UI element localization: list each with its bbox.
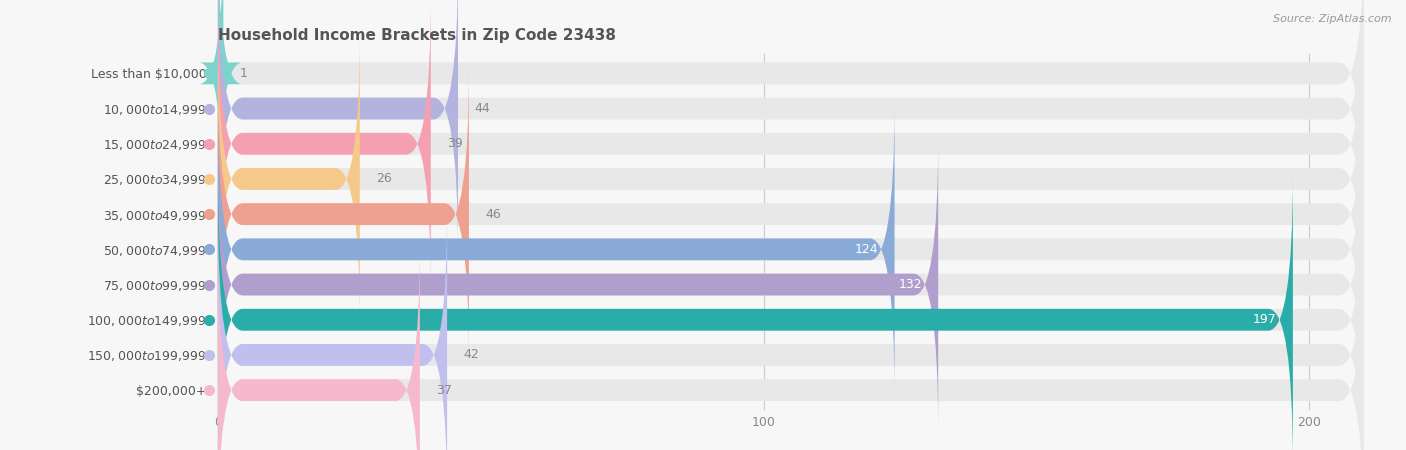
FancyBboxPatch shape <box>218 207 1364 450</box>
Text: 42: 42 <box>464 348 479 361</box>
FancyBboxPatch shape <box>218 172 1364 450</box>
FancyBboxPatch shape <box>218 0 458 256</box>
FancyBboxPatch shape <box>218 32 1364 326</box>
Text: Household Income Brackets in Zip Code 23438: Household Income Brackets in Zip Code 23… <box>218 28 616 43</box>
Text: 39: 39 <box>447 137 463 150</box>
FancyBboxPatch shape <box>218 0 430 291</box>
Text: 1: 1 <box>240 67 247 80</box>
FancyBboxPatch shape <box>198 0 242 221</box>
Text: 44: 44 <box>474 102 491 115</box>
FancyBboxPatch shape <box>218 243 1364 450</box>
FancyBboxPatch shape <box>218 137 1364 432</box>
Text: 46: 46 <box>485 207 501 220</box>
Text: 132: 132 <box>898 278 922 291</box>
Text: Source: ZipAtlas.com: Source: ZipAtlas.com <box>1274 14 1392 23</box>
FancyBboxPatch shape <box>218 207 447 450</box>
FancyBboxPatch shape <box>218 0 1364 256</box>
FancyBboxPatch shape <box>218 102 894 397</box>
FancyBboxPatch shape <box>218 102 1364 397</box>
Text: 37: 37 <box>436 384 453 396</box>
FancyBboxPatch shape <box>218 67 470 362</box>
FancyBboxPatch shape <box>218 67 1364 362</box>
FancyBboxPatch shape <box>218 0 1364 221</box>
Text: 26: 26 <box>377 172 392 185</box>
FancyBboxPatch shape <box>218 0 1364 291</box>
FancyBboxPatch shape <box>218 137 938 432</box>
FancyBboxPatch shape <box>218 172 1294 450</box>
FancyBboxPatch shape <box>218 32 360 326</box>
Text: 124: 124 <box>855 243 879 256</box>
FancyBboxPatch shape <box>218 243 420 450</box>
Text: 197: 197 <box>1253 313 1277 326</box>
